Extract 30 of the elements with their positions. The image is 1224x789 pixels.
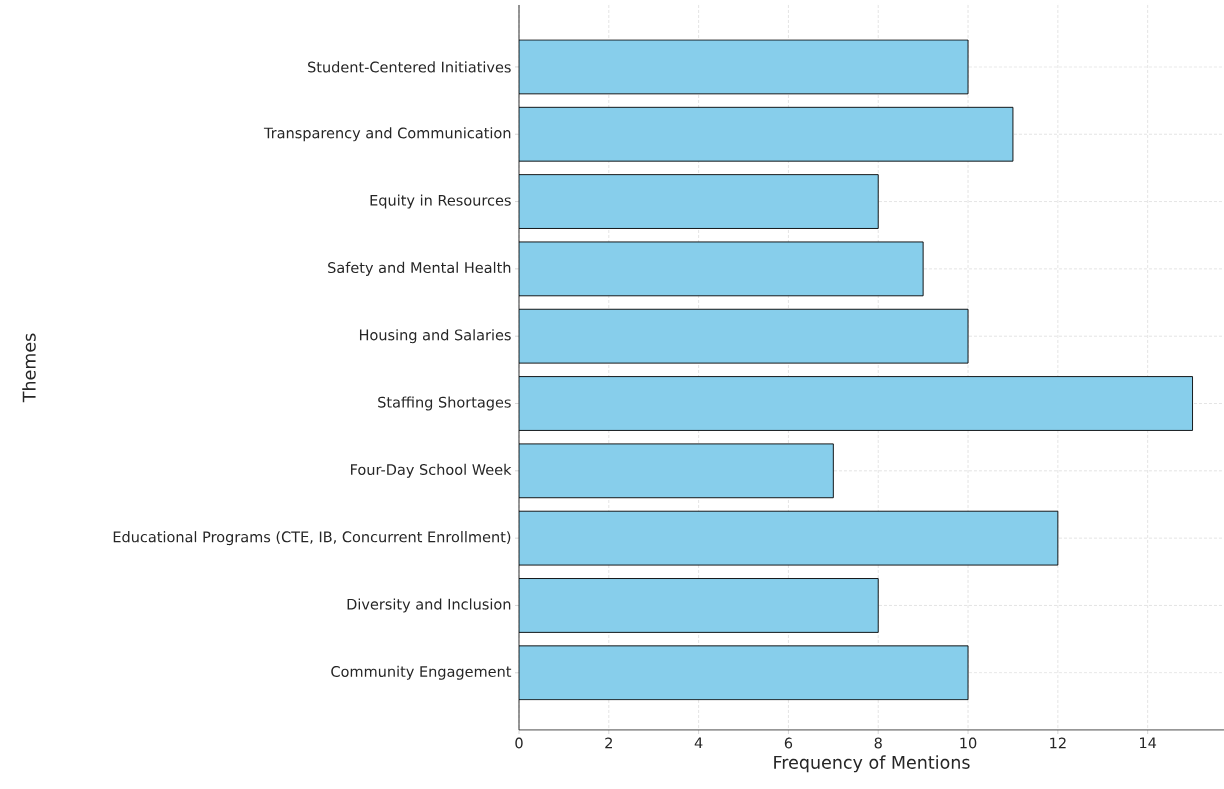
x-tick-label: 10 (960, 737, 977, 749)
x-tick-label: 2 (605, 737, 612, 749)
y-tick-label: Diversity and Inclusion (347, 598, 511, 613)
bar (519, 106, 1014, 162)
bar (519, 376, 1194, 431)
bar (519, 39, 969, 95)
x-tick-label: 4 (694, 737, 703, 749)
bar (519, 443, 834, 499)
x-tick-label: 0 (515, 737, 523, 749)
bar (519, 645, 969, 701)
y-tick-label: Student-Centered Initiatives (308, 61, 511, 73)
x-tick-label: 14 (1140, 737, 1157, 749)
x-tick-label: 12 (1050, 737, 1066, 749)
bar (519, 174, 879, 229)
y-tick-label: Four-Day School Week (351, 463, 512, 478)
x-axis-title: Frequency of Mentions (774, 755, 970, 773)
y-tick-label: Educational Programs (CTE, IB, Concurrent Enrollment) (113, 531, 511, 546)
y-axis-title: Themes (22, 333, 36, 403)
y-tick-label: Safety and Mental Health (328, 261, 511, 276)
y-tick-label: Equity in Resources (370, 194, 511, 209)
y-tick-label: Staffing Shortages (378, 396, 511, 411)
bar (519, 578, 879, 633)
y-tick-label: Transparency and Communication (263, 127, 511, 142)
x-tick-label: 6 (784, 737, 793, 749)
y-tick-label: Community Engagement (331, 665, 512, 680)
bar (519, 510, 1059, 566)
bar (519, 308, 969, 364)
x-tick-label: 8 (874, 737, 882, 749)
y-tick-label: Housing and Salaries (359, 329, 511, 344)
bar (519, 241, 924, 297)
